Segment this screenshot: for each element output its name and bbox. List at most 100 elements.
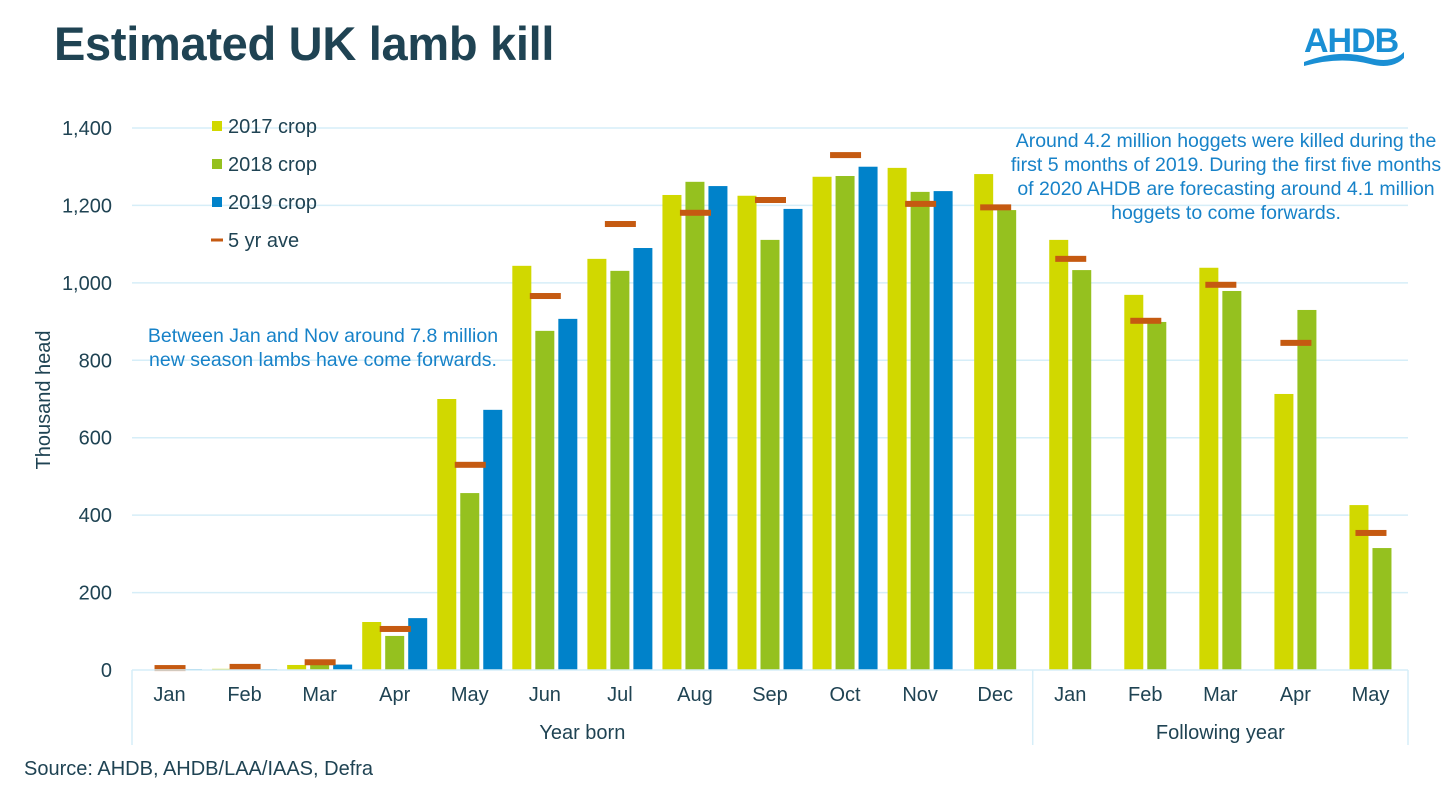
x-tick-label: Nov: [902, 684, 938, 706]
y-tick-label: 400: [79, 505, 112, 527]
y-tick-label: 200: [79, 583, 112, 605]
bar-2017-crop: [437, 399, 457, 670]
logo-wave-icon: [1304, 52, 1404, 66]
legend-swatch: [211, 238, 223, 242]
legend-label: 2018 crop: [228, 154, 317, 176]
marker-5-yr-ave: [830, 152, 862, 159]
bar-2017-crop: [1199, 267, 1219, 670]
marker-5-yr-ave: [1055, 255, 1087, 262]
bar-2019-crop: [408, 618, 428, 670]
x-tick-label: Oct: [829, 684, 861, 706]
bar-2018-crop: [1372, 548, 1392, 670]
bar-2017-crop: [587, 258, 607, 670]
marker-5-yr-ave: [229, 663, 261, 670]
y-axis-label: Thousand head: [33, 330, 55, 469]
x-tick-label: Aug: [677, 684, 713, 706]
bar-2018-crop: [610, 270, 630, 670]
marker-5-yr-ave: [1280, 339, 1312, 346]
bars: [183, 166, 1392, 671]
annotation-new-season-lambs: Between Jan and Nov around 7.8 million n…: [147, 325, 499, 371]
bar-2017-crop: [662, 194, 682, 670]
marker-5-yr-ave: [1205, 281, 1237, 288]
y-tick-label: 800: [79, 350, 112, 372]
legend-label: 2017 crop: [228, 116, 317, 138]
y-tick-label: 0: [101, 660, 112, 682]
x-tick-label: Jun: [529, 684, 561, 706]
bar-2019-crop: [708, 186, 728, 671]
x-tick-label: Jul: [607, 684, 633, 706]
marker-5-yr-ave: [905, 200, 937, 207]
bar-2018-crop: [835, 176, 855, 670]
legend-swatch: [212, 159, 222, 169]
bar-2018-crop: [1297, 309, 1317, 670]
y-axis-ticks: 0 200 400 600 800 1,000 1,200 1,400: [62, 118, 112, 682]
x-group-label: Year born: [539, 722, 625, 744]
bar-2018-crop: [760, 239, 780, 671]
bar-2018-crop: [997, 210, 1017, 670]
y-tick-label: 1,200: [62, 195, 112, 217]
bar-2017-crop: [1349, 505, 1369, 670]
source-note: Source: AHDB, AHDB/LAA/IAAS, Defra: [24, 758, 374, 780]
legend-swatch: [212, 197, 222, 207]
bar-2019-crop: [483, 409, 503, 670]
bar-2017-crop: [362, 621, 382, 670]
bar-2017-crop: [1274, 393, 1294, 670]
legend-swatch: [212, 121, 222, 131]
bar-2017-crop: [512, 265, 532, 670]
y-tick-label: 1,400: [62, 118, 112, 140]
x-tick-label: Mar: [1203, 684, 1238, 706]
x-tick-label: Jan: [1054, 684, 1086, 706]
marker-5-yr-ave: [1130, 317, 1162, 324]
ahdb-logo: AHDB: [1300, 22, 1410, 70]
marker-5-yr-ave: [154, 665, 186, 672]
marker-5-yr-ave: [529, 293, 561, 300]
x-tick-label: May: [1352, 684, 1390, 706]
bar-2019-crop: [783, 208, 803, 671]
x-tick-label: May: [451, 684, 489, 706]
bar-2018-crop: [1222, 290, 1242, 670]
bar-2019-crop: [633, 248, 653, 670]
page-title: Estimated UK lamb kill: [54, 17, 555, 70]
bar-2017-crop: [737, 195, 757, 670]
marker-5-yr-ave: [379, 625, 411, 632]
legend: 2017 crop 2018 crop 2019 crop 5 yr ave: [211, 116, 317, 252]
x-axis: Jan Feb Mar Apr May Jun Jul Aug Sep Oct Nov Dec Jan F…: [131, 669, 1409, 745]
bar-2019-crop: [858, 166, 878, 670]
marker-5-yr-ave: [304, 659, 336, 666]
x-tick-label: Apr: [379, 684, 410, 706]
x-tick-label: Feb: [1128, 684, 1162, 706]
bar-2018-crop: [535, 330, 555, 670]
bar-2017-crop: [1049, 239, 1069, 671]
x-tick-label: Sep: [752, 684, 788, 706]
logo-text: AHDB: [1304, 22, 1399, 60]
bar-2018-crop: [1072, 270, 1092, 670]
marker-5-yr-ave: [755, 197, 786, 204]
legend-label: 5 yr ave: [228, 230, 299, 252]
bar-2017-crop: [287, 664, 307, 670]
marker-5-yr-ave: [454, 461, 486, 468]
bar-2019-crop: [933, 191, 953, 670]
bar-2018-crop: [910, 191, 930, 670]
bar-2019-crop: [558, 318, 578, 670]
bar-2018-crop: [385, 635, 405, 670]
marker-5-yr-ave: [604, 221, 636, 228]
marker-5-yr-ave: [679, 209, 711, 216]
bar-2018-crop: [460, 493, 480, 670]
bar-2017-crop: [974, 174, 994, 670]
x-tick-label: Mar: [302, 684, 337, 706]
average-markers: [154, 152, 1387, 672]
bar-2017-crop: [1124, 294, 1144, 670]
bar-2018-crop: [1147, 321, 1167, 670]
marker-5-yr-ave: [1355, 529, 1387, 536]
bar-2017-crop: [887, 167, 907, 670]
x-tick-label: Apr: [1280, 684, 1311, 706]
legend-label: 2019 crop: [228, 192, 317, 214]
y-tick-label: 1,000: [62, 273, 112, 295]
bar-2017-crop: [812, 176, 832, 670]
x-group-label: Following year: [1156, 722, 1285, 744]
bar-2019-crop: [333, 664, 353, 670]
x-tick-label: Feb: [227, 684, 261, 706]
bar-2018-crop: [310, 664, 330, 670]
marker-5-yr-ave: [980, 204, 1012, 211]
